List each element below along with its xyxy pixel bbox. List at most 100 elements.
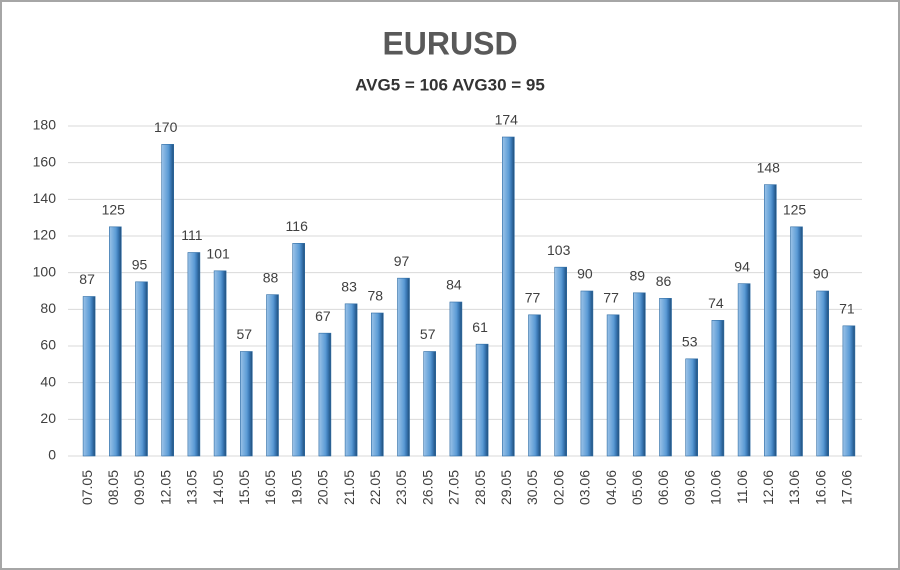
bar: [213, 270, 227, 457]
data-label: 174: [495, 112, 519, 128]
bar: [82, 296, 96, 457]
data-label: 74: [708, 295, 724, 311]
bar: [763, 184, 777, 457]
x-tick-label: 29.05: [498, 470, 514, 505]
data-label: 83: [341, 279, 357, 295]
y-tick-label: 0: [48, 447, 56, 463]
x-tick-label: 12.05: [157, 470, 173, 505]
x-tick-label: 16.05: [262, 470, 278, 505]
bar: [109, 226, 122, 457]
data-label: 89: [630, 268, 646, 284]
x-tick-label: 07.05: [79, 470, 95, 505]
bar: [554, 266, 568, 457]
bar: [187, 252, 201, 457]
x-tick-label: 02.06: [550, 470, 566, 505]
x-tick-label: 22.05: [367, 470, 383, 505]
bar: [659, 298, 672, 457]
bar: [711, 320, 725, 457]
y-tick-label: 20: [40, 410, 56, 426]
x-tick-label: 13.06: [786, 470, 802, 505]
data-label: 71: [839, 301, 855, 317]
bar: [423, 351, 437, 457]
data-label: 90: [813, 266, 829, 282]
bar: [266, 294, 279, 457]
y-tick-label: 80: [40, 300, 56, 316]
data-label: 103: [547, 242, 571, 258]
x-tick-label: 09.06: [681, 470, 697, 505]
data-label: 111: [181, 227, 202, 243]
x-tick-label: 21.05: [341, 470, 357, 505]
bar: [292, 243, 306, 457]
x-tick-label: 19.05: [288, 470, 304, 505]
x-tick-label: 08.05: [105, 470, 121, 505]
bar: [449, 301, 463, 457]
x-tick-label: 09.05: [131, 470, 147, 505]
bar: [790, 226, 803, 457]
bar: [685, 358, 699, 457]
data-label: 95: [132, 257, 148, 273]
chart-subtitle: AVG5 = 106 AVG30 = 95: [355, 75, 545, 94]
y-tick-label: 160: [33, 153, 57, 169]
bar: [397, 277, 410, 457]
y-tick-label: 140: [33, 190, 57, 206]
bar: [816, 290, 830, 457]
x-tick-label: 15.05: [236, 470, 252, 505]
x-tick-label: 17.06: [839, 470, 855, 505]
data-label: 125: [783, 202, 807, 218]
y-tick-label: 100: [33, 263, 57, 279]
bar: [344, 303, 358, 457]
bar: [501, 136, 515, 457]
x-tick-label: 04.06: [603, 470, 619, 505]
data-label: 84: [446, 277, 462, 293]
bar: [737, 283, 751, 457]
data-label: 90: [577, 266, 593, 282]
x-tick-label: 05.06: [629, 470, 645, 505]
bar: [632, 292, 646, 457]
y-tick-label: 120: [33, 227, 57, 243]
y-tick-label: 60: [40, 337, 56, 353]
bar: [135, 281, 148, 457]
data-label: 57: [420, 326, 436, 342]
data-label: 67: [315, 308, 331, 324]
data-label: 61: [472, 319, 488, 335]
data-label: 170: [154, 119, 178, 135]
bar: [370, 312, 384, 457]
x-tick-label: 20.05: [315, 470, 331, 505]
x-tick-label: 23.05: [393, 470, 409, 505]
data-label: 77: [603, 290, 619, 306]
data-label: 86: [656, 273, 672, 289]
x-tick-label: 03.06: [577, 470, 593, 505]
bar: [161, 144, 174, 457]
data-label: 148: [757, 159, 781, 175]
bar: [606, 314, 620, 457]
x-tick-label: 06.06: [655, 470, 671, 505]
bar: [475, 343, 489, 457]
x-tick-label: 28.05: [472, 470, 488, 505]
x-tick-label: 13.05: [184, 470, 200, 505]
data-label: 77: [525, 290, 541, 306]
x-tick-label: 10.06: [708, 470, 724, 505]
x-tick-label: 11.06: [734, 470, 750, 504]
bar: [842, 325, 856, 457]
y-tick-label: 180: [33, 117, 57, 133]
y-tick-label: 40: [40, 373, 56, 389]
data-label: 101: [206, 246, 230, 262]
bar: [318, 332, 332, 457]
bar: [240, 351, 253, 457]
data-label: 53: [682, 334, 698, 350]
x-tick-label: 14.05: [210, 470, 226, 505]
x-tick-label: 27.05: [446, 470, 462, 505]
x-tick-label: 16.06: [812, 470, 828, 505]
data-label: 78: [368, 288, 384, 304]
data-label: 87: [79, 271, 95, 287]
chart-title: EURUSD: [382, 25, 517, 61]
data-label: 116: [286, 218, 309, 234]
bar: [528, 314, 541, 457]
x-tick-label: 12.06: [760, 470, 776, 505]
x-tick-label: 26.05: [419, 470, 435, 505]
x-tick-label: 30.05: [524, 470, 540, 505]
bar: [580, 290, 594, 457]
data-label: 125: [102, 202, 126, 218]
data-label: 97: [394, 253, 410, 269]
